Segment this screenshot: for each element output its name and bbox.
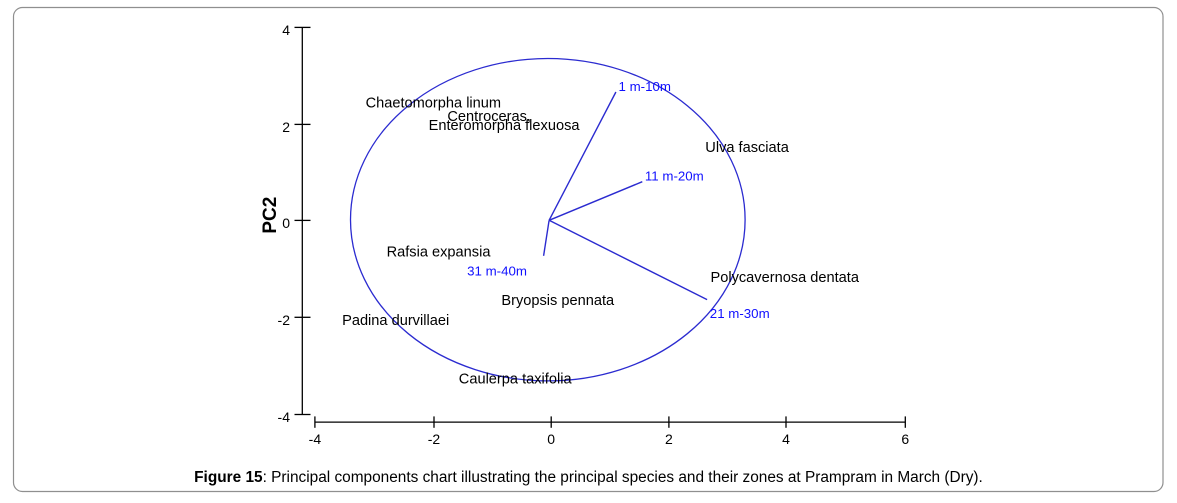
svg-text:Chaetomorpha linum: Chaetomorpha linum (366, 95, 501, 111)
svg-text:Enteromorpha flexuosa: Enteromorpha flexuosa (429, 118, 581, 134)
svg-text:-4: -4 (278, 409, 291, 425)
svg-text:Rafsia expansia: Rafsia expansia (387, 244, 492, 260)
svg-text:11 m-20m: 11 m-20m (645, 168, 704, 183)
svg-text:Ulva fasciata: Ulva fasciata (705, 140, 789, 156)
svg-text:2: 2 (665, 431, 673, 447)
svg-text:Polycavernosa dentata: Polycavernosa dentata (711, 270, 860, 286)
svg-text:0: 0 (547, 431, 555, 447)
svg-text:0: 0 (282, 215, 290, 231)
svg-text:-4: -4 (309, 431, 322, 447)
svg-text:4: 4 (282, 22, 290, 38)
svg-text:31 m-40m: 31 m-40m (467, 264, 527, 279)
svg-text:6: 6 (901, 431, 909, 447)
svg-text:-2: -2 (278, 312, 291, 328)
svg-text:PC2: PC2 (260, 197, 281, 234)
svg-text:Bryopsis pennata: Bryopsis pennata (501, 293, 615, 309)
svg-text:Figure 15: Principal component: Figure 15: Principal components chart il… (194, 469, 983, 486)
svg-text:-2: -2 (428, 431, 441, 447)
svg-text:Centroceras,: Centroceras, (447, 109, 531, 125)
svg-text:4: 4 (782, 431, 790, 447)
svg-text:2: 2 (282, 119, 290, 135)
svg-text:21 m-30m: 21 m-30m (710, 306, 770, 321)
svg-text:1 m-10m: 1 m-10m (619, 79, 671, 94)
svg-text:Caulerpa taxifolia: Caulerpa taxifolia (459, 372, 573, 388)
svg-text:Padina durvillaei: Padina durvillaei (342, 313, 449, 329)
